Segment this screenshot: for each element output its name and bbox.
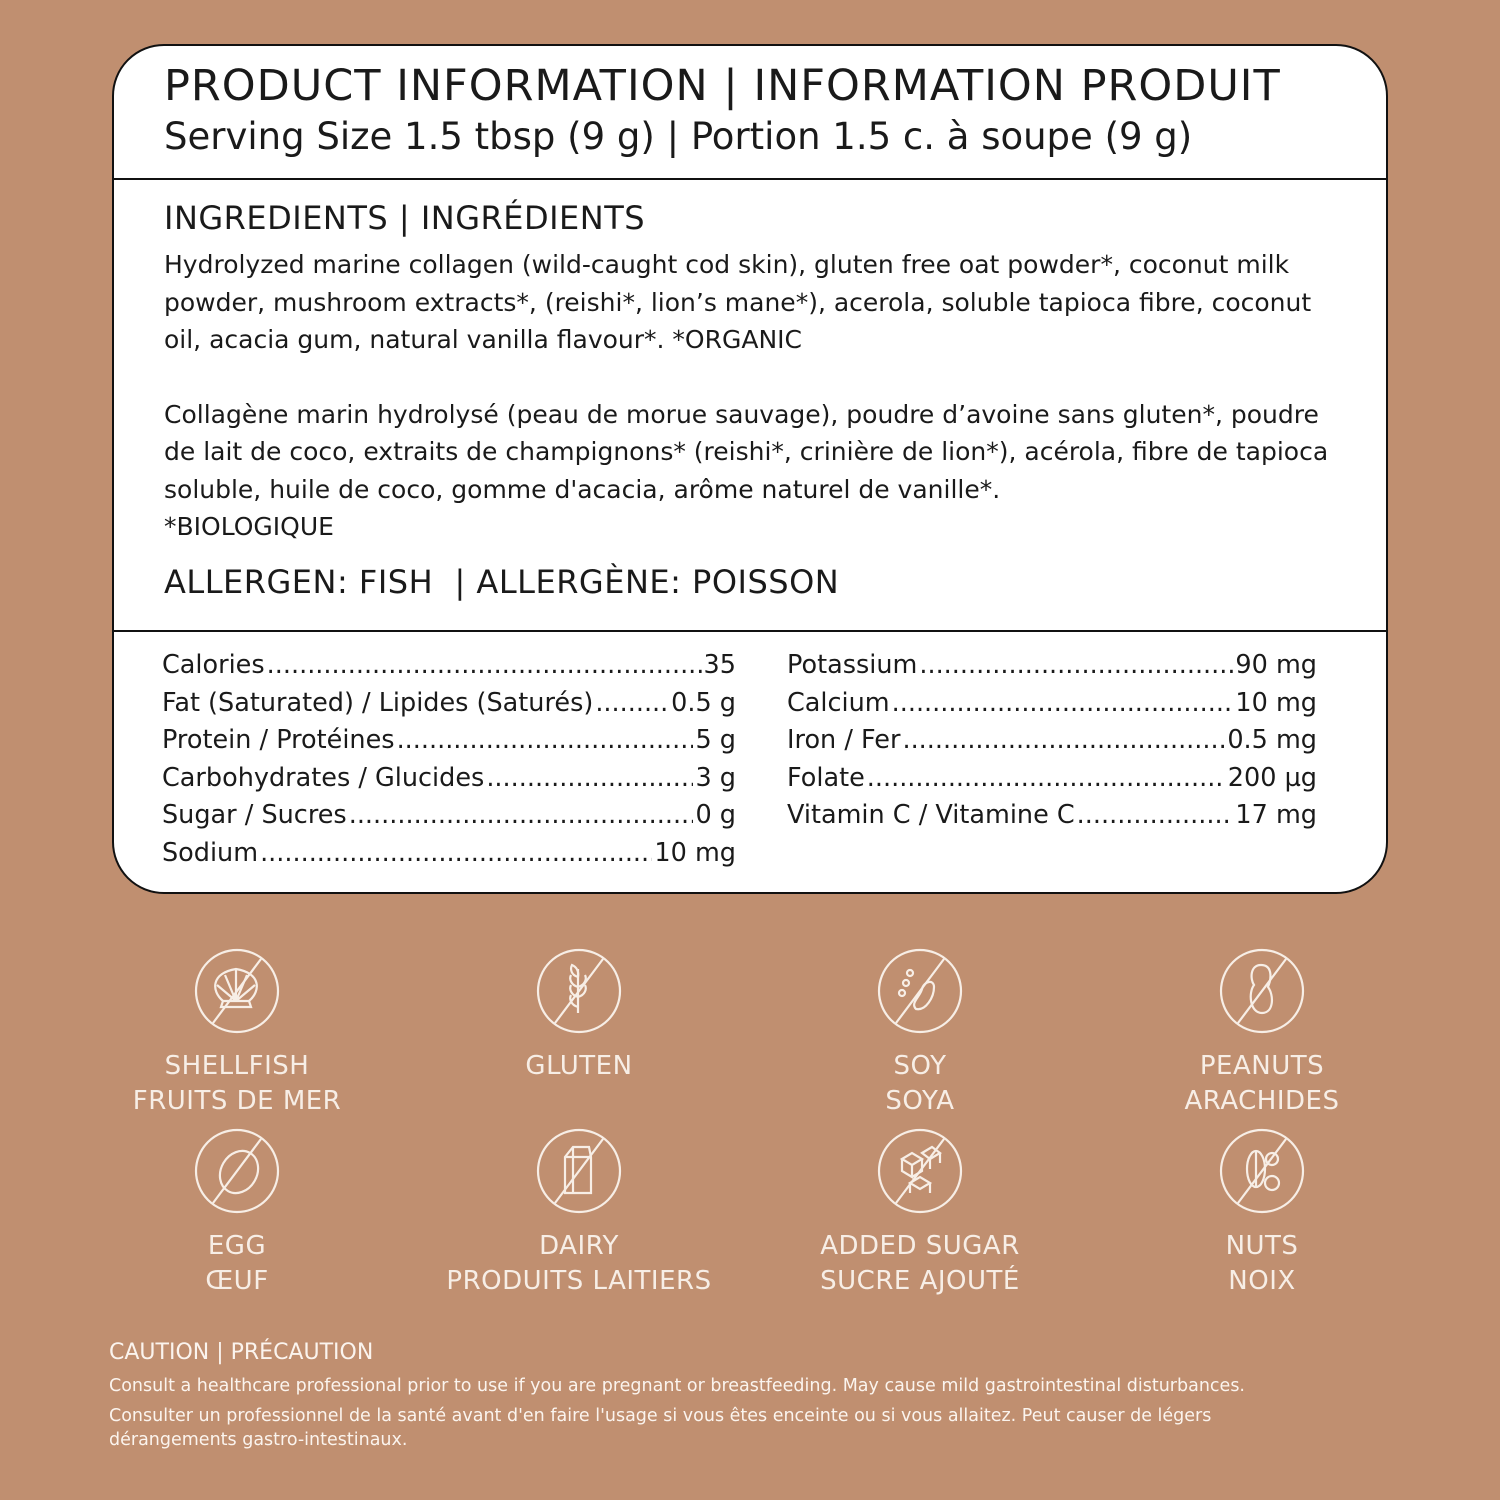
egg-icon <box>194 1128 280 1214</box>
ingredients-section: INGREDIENTS | INGRÉDIENTS Hydrolyzed mar… <box>114 180 1386 632</box>
label-fr: SOYA <box>885 1086 955 1116</box>
free-from-gluten: GLUTEN <box>429 947 729 1084</box>
peanut-icon <box>1219 948 1305 1034</box>
nutrition-row: Folate 200 µg <box>787 760 1317 798</box>
ingredients-fr-note: *BIOLOGIQUE <box>164 512 334 541</box>
dot-leader <box>892 685 1234 723</box>
label-fr: ŒUF <box>205 1266 269 1296</box>
nutrition-row: Sodium 10 mg <box>162 835 736 873</box>
nutrition-row: Vitamin C / Vitamine C 17 mg <box>787 797 1317 835</box>
label-fr: FRUITS DE MER <box>132 1086 342 1116</box>
nutrition-row: Carbohydrates / Glucides 3 g <box>162 760 736 798</box>
label-en: NUTS <box>1225 1231 1299 1261</box>
label-en: DAIRY <box>539 1231 619 1261</box>
ingredients-en: Hydrolyzed marine collagen (wild-caught … <box>164 250 1312 354</box>
dot-leader <box>260 835 652 873</box>
dot-leader <box>486 760 693 798</box>
nutrient-value: 5 g <box>695 725 736 755</box>
free-from-shellfish: SHELLFISH FRUITS DE MER <box>87 947 387 1119</box>
label-en: EGG <box>207 1231 267 1261</box>
caution-en: Consult a healthcare professional prior … <box>109 1376 1245 1396</box>
dairy-icon <box>536 1128 622 1214</box>
nutrient-label: Protein / Protéines <box>162 725 395 755</box>
nutrition-row: Potassium 90 mg <box>787 647 1317 685</box>
dot-leader <box>867 760 1226 798</box>
label-fr: ARACHIDES <box>1184 1086 1340 1116</box>
nutrient-label: Sugar / Sucres <box>162 800 347 830</box>
serving-size: Serving Size 1.5 tbsp (9 g) | Portion 1.… <box>164 115 1193 158</box>
caution-section: CAUTION | PRÉCAUTION Consult a healthcar… <box>109 1338 1409 1452</box>
caution-fr: Consulter un professionnel de la santé a… <box>109 1406 1212 1450</box>
dot-leader <box>267 647 702 685</box>
label-en: GLUTEN <box>525 1051 633 1081</box>
label-en: ADDED SUGAR <box>820 1231 1020 1261</box>
free-from-added-sugar: ADDED SUGAR SUCRE AJOUTÉ <box>770 1127 1070 1299</box>
nuts-icon <box>1219 1128 1305 1214</box>
nutrition-row: Calories 35 <box>162 647 736 685</box>
nutrient-label: Folate <box>787 762 865 793</box>
header: PRODUCT INFORMATION | INFORMATION PRODUI… <box>114 46 1386 180</box>
nutrition-row: Fat (Saturated) / Lipides (Saturés) 0.5 g <box>162 685 736 723</box>
free-from-dairy: DAIRY PRODUITS LAITIERS <box>429 1127 729 1299</box>
label-en: SOY <box>893 1051 947 1081</box>
nutrient-value: 35 <box>703 650 736 680</box>
label-fr: PRODUITS LAITIERS <box>446 1266 712 1296</box>
nutrient-label: Fat (Saturated) / Lipides (Saturés) <box>162 687 594 718</box>
free-from-egg: EGG ŒUF <box>87 1127 387 1299</box>
allergen-statement: ALLERGEN: FISH | ALLERGÈNE: POISSON <box>164 562 840 601</box>
nutrient-label: Iron / Fer <box>787 725 901 755</box>
nutrient-value: 3 g <box>695 762 736 793</box>
product-info-card: PRODUCT INFORMATION | INFORMATION PRODUI… <box>112 44 1388 894</box>
dot-leader <box>397 722 694 760</box>
page-title: PRODUCT INFORMATION | INFORMATION PRODUI… <box>164 61 1281 111</box>
nutrient-value: 90 mg <box>1235 650 1317 680</box>
nutrient-value: 10 mg <box>1235 687 1317 718</box>
free-from-nuts: NUTS NOIX <box>1112 1127 1412 1299</box>
free-from-soy: SOY SOYA <box>770 947 1070 1119</box>
nutrition-row: Calcium 10 mg <box>787 685 1317 723</box>
nutrient-label: Sodium <box>162 837 259 868</box>
label-fr: SUCRE AJOUTÉ <box>820 1266 1020 1296</box>
soy-icon <box>877 948 963 1034</box>
label-en: SHELLFISH <box>164 1051 310 1081</box>
nutrient-value: 0.5 g <box>671 687 736 718</box>
nutrient-label: Calcium <box>787 687 890 718</box>
free-from-peanuts: PEANUTS ARACHIDES <box>1112 947 1412 1119</box>
nutrient-value: 0.5 mg <box>1227 725 1317 755</box>
ingredients-heading: INGREDIENTS | INGRÉDIENTS <box>164 199 646 237</box>
label-fr: NOIX <box>1228 1266 1296 1296</box>
nutrient-value: 0 g <box>695 800 736 830</box>
label-en: PEANUTS <box>1199 1051 1325 1081</box>
ingredients-fr: Collagène marin hydrolysé (peau de morue… <box>164 399 1329 504</box>
nutrition-row: Sugar / Sucres 0 g <box>162 797 736 835</box>
nutrition-row: Iron / Fer 0.5 mg <box>787 722 1317 760</box>
dot-leader <box>902 722 1225 760</box>
nutrient-value: 17 mg <box>1235 800 1317 830</box>
nutrient-label: Potassium <box>787 650 918 680</box>
gluten-icon <box>536 948 622 1034</box>
nutrition-row: Protein / Protéines 5 g <box>162 722 736 760</box>
nutrient-value: 10 mg <box>654 837 736 868</box>
nutrient-label: Carbohydrates / Glucides <box>162 762 485 793</box>
sugar-icon <box>877 1128 963 1214</box>
nutrition-left: Calories 35 Fat (Saturated) / Lipides (Sat… <box>162 647 736 872</box>
dot-leader <box>1077 797 1234 835</box>
caution-title: CAUTION | PRÉCAUTION <box>109 1340 374 1365</box>
shellfish-icon <box>194 948 280 1034</box>
nutrition-right: Potassium 90 mg Calcium 10 mg Iron / Fer 0.5 … <box>787 647 1317 835</box>
nutrient-label: Vitamin C / Vitamine C <box>787 800 1075 830</box>
nutrient-value: 200 µg <box>1227 762 1317 793</box>
dot-leader <box>919 647 1233 685</box>
dot-leader <box>595 685 669 723</box>
nutrient-label: Calories <box>162 650 265 680</box>
dot-leader <box>349 797 694 835</box>
